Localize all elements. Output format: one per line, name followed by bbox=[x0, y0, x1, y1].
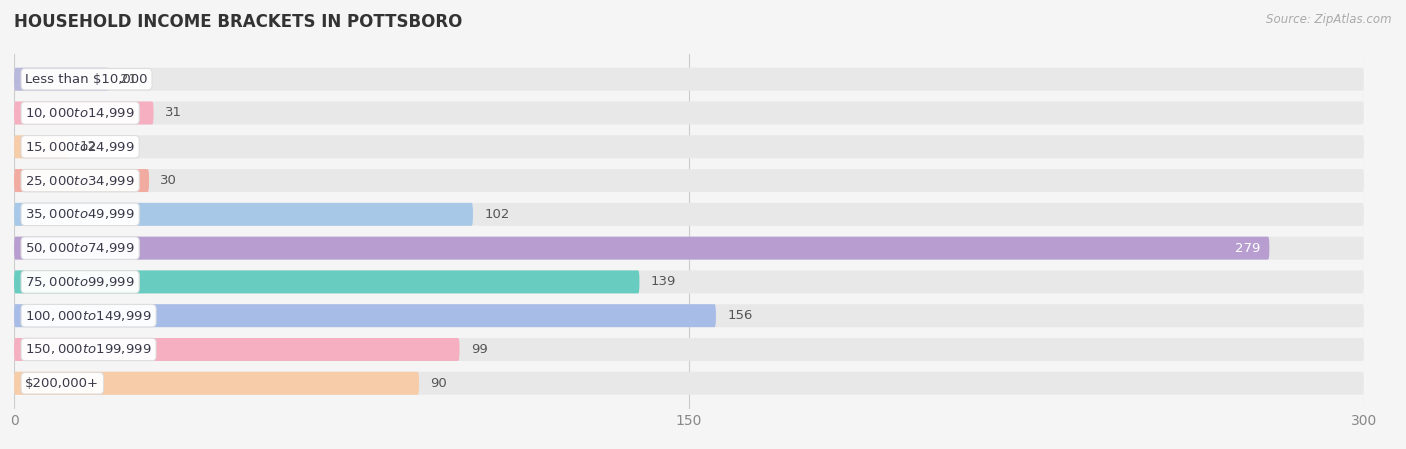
Text: 30: 30 bbox=[160, 174, 177, 187]
FancyBboxPatch shape bbox=[14, 304, 716, 327]
FancyBboxPatch shape bbox=[14, 338, 460, 361]
Text: Less than $10,000: Less than $10,000 bbox=[25, 73, 148, 86]
FancyBboxPatch shape bbox=[14, 203, 472, 226]
FancyBboxPatch shape bbox=[14, 203, 1364, 226]
FancyBboxPatch shape bbox=[14, 135, 67, 158]
Text: 31: 31 bbox=[165, 106, 181, 119]
FancyBboxPatch shape bbox=[14, 68, 108, 91]
Text: 90: 90 bbox=[430, 377, 447, 390]
FancyBboxPatch shape bbox=[14, 372, 419, 395]
FancyBboxPatch shape bbox=[14, 237, 1364, 260]
FancyBboxPatch shape bbox=[14, 169, 1364, 192]
Text: 99: 99 bbox=[471, 343, 488, 356]
FancyBboxPatch shape bbox=[14, 135, 1364, 158]
FancyBboxPatch shape bbox=[14, 304, 1364, 327]
Text: 139: 139 bbox=[651, 275, 676, 288]
Text: $50,000 to $74,999: $50,000 to $74,999 bbox=[25, 241, 135, 255]
Text: $35,000 to $49,999: $35,000 to $49,999 bbox=[25, 207, 135, 221]
FancyBboxPatch shape bbox=[14, 270, 1364, 293]
Text: Source: ZipAtlas.com: Source: ZipAtlas.com bbox=[1267, 13, 1392, 26]
Text: $100,000 to $149,999: $100,000 to $149,999 bbox=[25, 309, 152, 323]
Text: $10,000 to $14,999: $10,000 to $14,999 bbox=[25, 106, 135, 120]
FancyBboxPatch shape bbox=[14, 101, 1364, 124]
FancyBboxPatch shape bbox=[14, 101, 153, 124]
FancyBboxPatch shape bbox=[14, 169, 149, 192]
Text: $75,000 to $99,999: $75,000 to $99,999 bbox=[25, 275, 135, 289]
FancyBboxPatch shape bbox=[14, 372, 1364, 395]
Text: 21: 21 bbox=[120, 73, 136, 86]
Text: $150,000 to $199,999: $150,000 to $199,999 bbox=[25, 343, 152, 357]
FancyBboxPatch shape bbox=[14, 338, 1364, 361]
Text: $200,000+: $200,000+ bbox=[25, 377, 100, 390]
Text: 102: 102 bbox=[484, 208, 509, 221]
FancyBboxPatch shape bbox=[14, 237, 1270, 260]
Text: 12: 12 bbox=[79, 140, 96, 153]
Text: $15,000 to $24,999: $15,000 to $24,999 bbox=[25, 140, 135, 154]
FancyBboxPatch shape bbox=[14, 68, 1364, 91]
Text: $25,000 to $34,999: $25,000 to $34,999 bbox=[25, 174, 135, 188]
FancyBboxPatch shape bbox=[14, 270, 640, 293]
Text: HOUSEHOLD INCOME BRACKETS IN POTTSBORO: HOUSEHOLD INCOME BRACKETS IN POTTSBORO bbox=[14, 13, 463, 31]
Text: 279: 279 bbox=[1234, 242, 1260, 255]
Text: 156: 156 bbox=[727, 309, 752, 322]
